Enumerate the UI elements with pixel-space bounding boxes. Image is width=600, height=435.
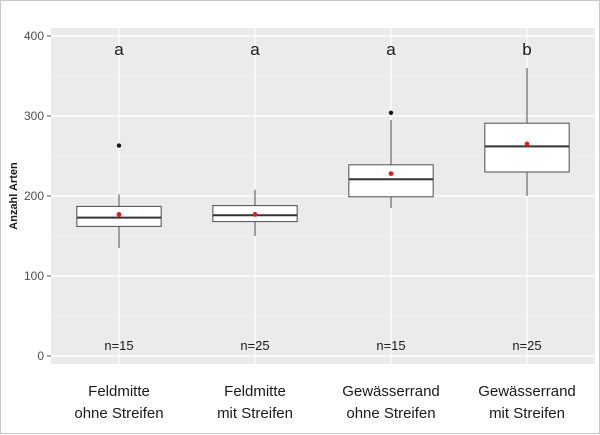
y-tick-label: 200 bbox=[24, 189, 44, 203]
x-category-label-line1: Feldmitte bbox=[224, 383, 286, 400]
outlier-point bbox=[388, 110, 394, 116]
sample-size-label: n=15 bbox=[104, 338, 133, 353]
y-axis-label: Anzahl Arten bbox=[8, 162, 20, 230]
sample-size-label: n=25 bbox=[512, 338, 541, 353]
sample-size-label: n=15 bbox=[376, 338, 405, 353]
box-iqr bbox=[484, 122, 570, 173]
y-axis: 0 100 200 300 400 bbox=[24, 29, 51, 363]
y-tick-label: 100 bbox=[24, 269, 44, 283]
mean-point bbox=[116, 212, 122, 217]
y-tick-label: 0 bbox=[37, 349, 44, 363]
x-category-label-line2: mit Streifen bbox=[489, 405, 565, 422]
significance-letter: a bbox=[250, 40, 260, 59]
significance-letter: a bbox=[114, 40, 124, 59]
mean-point bbox=[388, 171, 394, 177]
box-group: a n=15 bbox=[348, 40, 434, 353]
mean-point bbox=[252, 212, 258, 217]
y-tick-label: 300 bbox=[24, 109, 44, 123]
box-group: a n=15 bbox=[76, 40, 162, 353]
box-group: a n=25 bbox=[212, 40, 298, 353]
box-group: b n=25 bbox=[484, 40, 570, 353]
x-category-label-line2: ohne Streifen bbox=[346, 405, 435, 422]
y-tick-label: 400 bbox=[24, 29, 44, 43]
box-iqr bbox=[348, 164, 434, 198]
outlier-point bbox=[116, 143, 122, 148]
significance-letter: b bbox=[522, 40, 531, 59]
mean-point bbox=[524, 141, 530, 147]
x-axis-categories: Feldmitte ohne Streifen Feldmitte mit Strei… bbox=[74, 383, 575, 422]
x-category-label-line1: Gewässerrand bbox=[478, 383, 576, 400]
significance-letter: a bbox=[386, 40, 396, 59]
x-category-label-line2: mit Streifen bbox=[217, 405, 293, 422]
x-category-label-line2: ohne Streifen bbox=[74, 405, 163, 422]
x-category-label-line1: Feldmitte bbox=[88, 383, 150, 400]
box-series: a n=15 a n=25 a n=15 b n=25 bbox=[76, 40, 570, 353]
x-category-label-line1: Gewässerrand bbox=[342, 383, 440, 400]
sample-size-label: n=25 bbox=[240, 338, 269, 353]
